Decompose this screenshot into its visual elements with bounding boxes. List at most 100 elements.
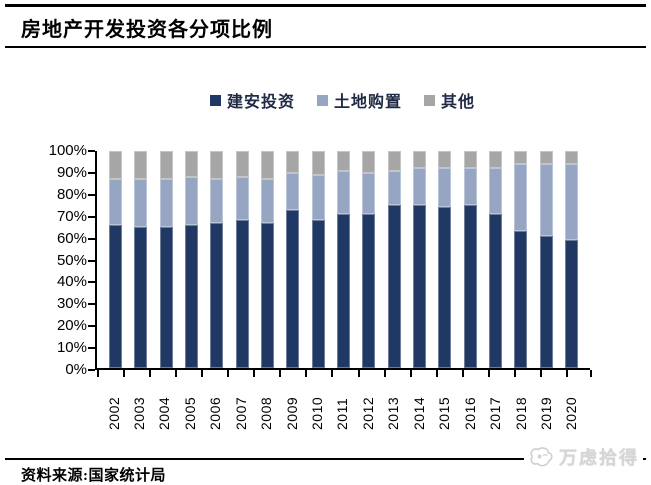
x-tick-cell: 2003 bbox=[131, 378, 147, 430]
watermark: 万虑拾得 bbox=[524, 444, 643, 470]
top-rule bbox=[5, 4, 646, 7]
plot-area bbox=[88, 150, 592, 377]
y-tick-label: 30% bbox=[56, 295, 87, 313]
bar-segment bbox=[463, 168, 477, 206]
x-axis-tick bbox=[539, 370, 542, 377]
bar-2003 bbox=[134, 151, 148, 368]
x-tick-label: 2008 bbox=[258, 396, 275, 430]
bar-2016 bbox=[463, 151, 477, 368]
bar-segment bbox=[210, 222, 224, 368]
x-tick-cell: 2015 bbox=[436, 378, 453, 430]
bar-2014 bbox=[412, 151, 426, 368]
x-axis-tick bbox=[279, 370, 282, 377]
x-tick-label: 2004 bbox=[156, 396, 173, 430]
bar-2004 bbox=[159, 151, 173, 368]
bar-segment bbox=[260, 151, 274, 180]
x-tick-label: 2017 bbox=[487, 396, 504, 430]
x-tick-cell: 2019 bbox=[537, 378, 554, 430]
y-tick-label: 70% bbox=[56, 207, 87, 225]
y-axis-tick bbox=[88, 369, 95, 371]
bar-2020 bbox=[564, 151, 578, 368]
bar-segment bbox=[514, 151, 528, 165]
bar-2013 bbox=[387, 151, 401, 368]
x-tick-label: 2015 bbox=[436, 396, 453, 430]
bar-2018 bbox=[514, 151, 528, 368]
bar-segment bbox=[362, 151, 376, 173]
bar-segment bbox=[539, 235, 553, 368]
x-axis-tick bbox=[227, 370, 230, 377]
bar-segment bbox=[134, 151, 148, 180]
bar-segment bbox=[488, 151, 502, 169]
x-axis-tick bbox=[149, 370, 152, 377]
x-axis-tick bbox=[409, 370, 412, 377]
bar-segment bbox=[488, 213, 502, 368]
legend-item: 土地购置 bbox=[316, 88, 402, 112]
legend-label: 土地购置 bbox=[333, 94, 402, 111]
x-tick-label: 2010 bbox=[309, 396, 325, 430]
logo-icon bbox=[528, 446, 555, 469]
source-note: 资料来源:国家统计局 bbox=[21, 468, 166, 484]
legend-label: 建安投资 bbox=[226, 94, 295, 111]
bar-segment bbox=[109, 179, 122, 225]
x-axis-tick bbox=[175, 370, 178, 377]
chart-title: 房地产开发投资各分项比例 bbox=[21, 19, 273, 41]
y-axis-tick bbox=[88, 281, 95, 284]
bar-segment bbox=[336, 213, 350, 368]
legend-swatch bbox=[209, 94, 221, 106]
legend-item: 其他 bbox=[424, 88, 475, 112]
legend-item: 建安投资 bbox=[209, 88, 295, 112]
x-tick-cell: 2017 bbox=[487, 378, 504, 430]
x-tick-label: 2011 bbox=[334, 397, 351, 430]
bar-segment bbox=[311, 220, 325, 368]
bar-segment bbox=[235, 177, 249, 221]
bar-segment bbox=[184, 151, 198, 178]
bar-2005 bbox=[184, 151, 198, 368]
y-tick-label: 60% bbox=[56, 229, 87, 247]
bar-segment bbox=[235, 220, 249, 368]
bar-segment bbox=[134, 179, 148, 227]
x-tick-label: 2019 bbox=[537, 396, 554, 430]
x-tick-cell: 2002 bbox=[106, 378, 122, 430]
y-tick-label: 0% bbox=[65, 361, 87, 378]
x-axis-tick bbox=[435, 370, 438, 377]
bar-segment bbox=[210, 179, 224, 223]
x-tick-label: 2009 bbox=[283, 396, 300, 430]
bar-segment bbox=[184, 224, 198, 368]
bar-segment bbox=[184, 177, 198, 225]
x-tick-cell: 2011 bbox=[334, 378, 351, 430]
bar-2006 bbox=[210, 151, 224, 368]
x-tick-cell: 2008 bbox=[258, 378, 275, 430]
bar-segment bbox=[514, 164, 528, 232]
y-tick-label: 100% bbox=[48, 142, 87, 159]
bar-2012 bbox=[362, 151, 376, 368]
x-tick-label: 2007 bbox=[232, 396, 249, 430]
x-axis-tick bbox=[487, 370, 490, 377]
bar-2015 bbox=[438, 151, 452, 368]
bar-segment bbox=[260, 222, 274, 368]
x-axis-tick bbox=[513, 370, 516, 377]
x-axis-tick bbox=[305, 370, 308, 377]
y-tick-label: 20% bbox=[56, 317, 87, 335]
x-axis-labels: 2002 2003 2004 2005 2006 2007 2008 2009 2010 2011… bbox=[95, 378, 590, 430]
bar-segment bbox=[387, 205, 401, 368]
bar-segment bbox=[210, 151, 224, 180]
footer-rule bbox=[5, 458, 646, 460]
bar-segment bbox=[463, 205, 477, 368]
bar-segment bbox=[514, 231, 528, 368]
bar-2019 bbox=[539, 151, 553, 368]
bar-segment bbox=[488, 168, 502, 214]
x-tick-cell: 2020 bbox=[563, 378, 579, 430]
bar-segment bbox=[286, 172, 300, 210]
chart-legend: 建安投资 土地购置 其他 bbox=[95, 88, 590, 112]
y-tick-label: 90% bbox=[56, 163, 87, 181]
bar-segment bbox=[438, 207, 452, 368]
y-axis-tick bbox=[88, 150, 95, 152]
bar-2011 bbox=[336, 151, 350, 368]
bar-segment bbox=[564, 239, 578, 368]
bars-container bbox=[97, 151, 590, 368]
bar-segment bbox=[463, 151, 477, 169]
bar-segment bbox=[159, 226, 173, 368]
x-tick-label: 2013 bbox=[385, 396, 402, 430]
title-rule bbox=[5, 46, 646, 48]
